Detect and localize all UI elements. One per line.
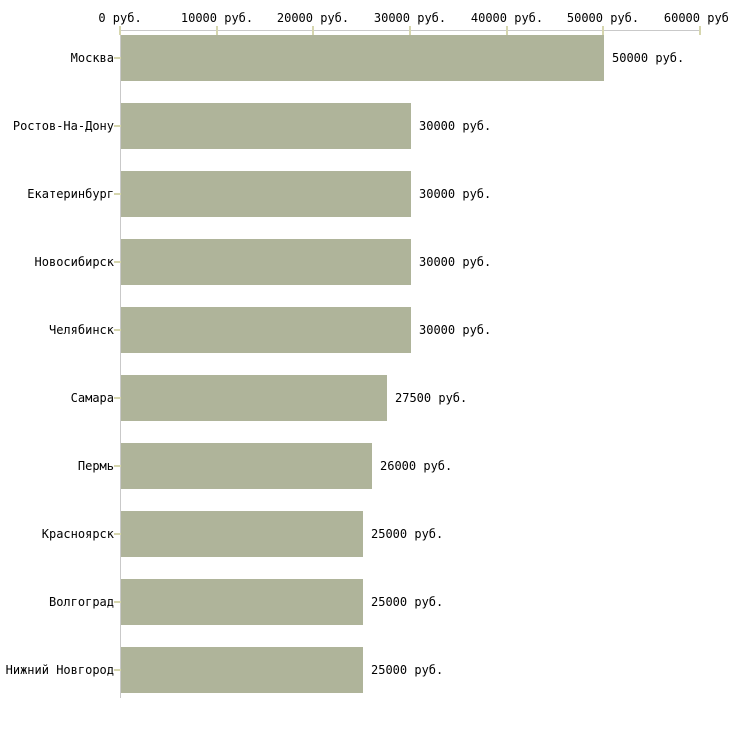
category-tick [114, 669, 121, 671]
category-label: Челябинск [48, 323, 114, 337]
bar [121, 171, 411, 217]
category-tick [114, 261, 121, 263]
y-axis-line [120, 30, 121, 698]
x-axis-tick-label: 50000 руб. [566, 11, 640, 25]
x-axis-tick-label: 20000 руб. [276, 11, 350, 25]
bar [121, 511, 363, 557]
x-axis-tick [506, 26, 508, 35]
category-label: Екатеринбург [27, 187, 114, 201]
category-tick [114, 329, 121, 331]
category-label: Москва [70, 51, 114, 65]
bar [121, 35, 604, 81]
bar [121, 647, 363, 693]
bar-value-label: 30000 руб. [419, 323, 492, 337]
bar-value-label: 25000 руб. [371, 663, 444, 677]
x-axis-tick [409, 26, 411, 35]
bar [121, 103, 411, 149]
x-axis-tick [216, 26, 218, 35]
x-axis-tick-label: 10000 руб. [180, 11, 254, 25]
bar [121, 443, 372, 489]
category-label: Новосибирск [34, 255, 114, 269]
category-label: Красноярск [41, 527, 114, 541]
category-tick [114, 465, 121, 467]
bar-value-label: 50000 руб. [612, 51, 685, 65]
x-axis-tick [119, 26, 121, 35]
bar-value-label: 30000 руб. [419, 255, 492, 269]
category-label: Ростов-На-Дону [12, 119, 114, 133]
category-tick [114, 57, 121, 59]
category-tick [114, 125, 121, 127]
bar [121, 579, 363, 625]
x-axis-tick [602, 26, 604, 35]
category-tick [114, 533, 121, 535]
bar-value-label: 27500 руб. [395, 391, 468, 405]
bar-value-label: 26000 руб. [380, 459, 453, 473]
bar [121, 239, 411, 285]
bar-value-label: 30000 руб. [419, 187, 492, 201]
x-axis-tick [699, 26, 701, 35]
category-label: Самара [70, 391, 114, 405]
bar-value-label: 25000 руб. [371, 527, 444, 541]
category-tick [114, 397, 121, 399]
x-axis-tick-label: 30000 руб. [373, 11, 447, 25]
category-tick [114, 193, 121, 195]
category-label: Пермь [77, 459, 114, 473]
x-axis-tick-label: 0 руб. [98, 11, 142, 25]
x-axis-tick-label: 40000 руб. [470, 11, 544, 25]
bar [121, 307, 411, 353]
category-tick [114, 601, 121, 603]
bar-value-label: 25000 руб. [371, 595, 444, 609]
bar [121, 375, 387, 421]
x-axis-tick [312, 26, 314, 35]
category-label: Волгоград [48, 595, 114, 609]
category-label: Нижний Новгород [5, 663, 114, 677]
bar-value-label: 30000 руб. [419, 119, 492, 133]
x-axis-tick-label: 60000 руб. [663, 11, 730, 25]
